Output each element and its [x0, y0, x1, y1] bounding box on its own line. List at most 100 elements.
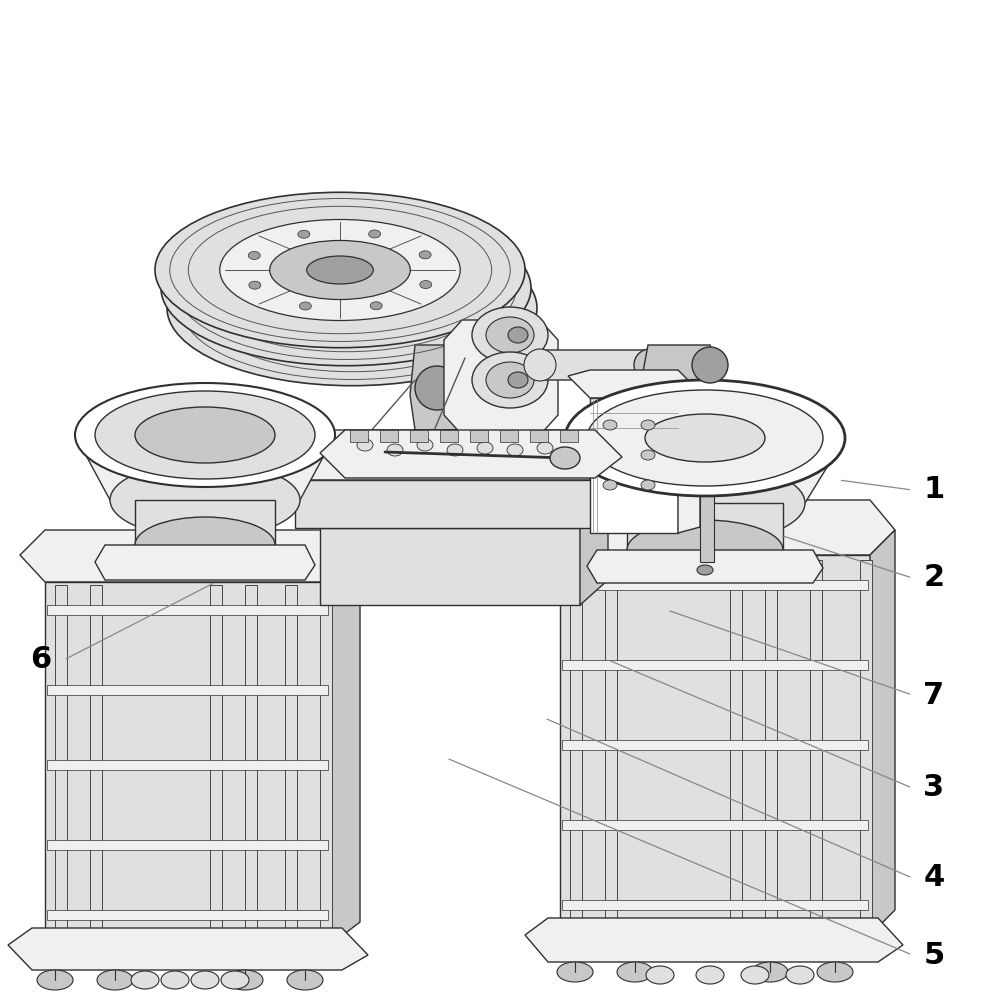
Ellipse shape — [645, 414, 765, 462]
Ellipse shape — [405, 446, 415, 454]
Ellipse shape — [287, 970, 323, 990]
Polygon shape — [535, 350, 655, 380]
Bar — [810, 560, 822, 925]
Bar — [700, 392, 714, 562]
Bar — [285, 585, 297, 935]
Polygon shape — [75, 435, 335, 500]
Ellipse shape — [226, 237, 466, 339]
Polygon shape — [590, 398, 678, 533]
Ellipse shape — [310, 268, 322, 276]
Polygon shape — [580, 503, 608, 605]
Polygon shape — [580, 525, 640, 560]
Ellipse shape — [415, 366, 459, 410]
Polygon shape — [294, 475, 608, 528]
Ellipse shape — [627, 520, 783, 580]
Ellipse shape — [311, 340, 324, 348]
Polygon shape — [558, 475, 665, 525]
Ellipse shape — [634, 349, 666, 381]
Bar — [605, 560, 617, 925]
Ellipse shape — [191, 971, 219, 989]
Ellipse shape — [248, 251, 260, 259]
Ellipse shape — [486, 362, 534, 398]
Ellipse shape — [254, 269, 266, 277]
Ellipse shape — [508, 372, 528, 388]
Ellipse shape — [697, 565, 713, 575]
Bar — [470, 430, 488, 442]
Ellipse shape — [249, 281, 261, 289]
Polygon shape — [678, 392, 700, 533]
Ellipse shape — [425, 269, 438, 277]
Ellipse shape — [335, 441, 345, 449]
Ellipse shape — [75, 383, 335, 487]
Text: 6: 6 — [30, 646, 52, 674]
Text: 1: 1 — [923, 476, 945, 504]
Polygon shape — [525, 918, 903, 962]
Polygon shape — [47, 685, 328, 695]
Polygon shape — [330, 558, 360, 945]
Ellipse shape — [786, 966, 814, 984]
Polygon shape — [47, 840, 328, 850]
Ellipse shape — [641, 480, 655, 490]
Ellipse shape — [355, 451, 365, 459]
Ellipse shape — [641, 420, 655, 430]
Polygon shape — [562, 740, 868, 750]
Ellipse shape — [641, 450, 655, 460]
Ellipse shape — [260, 289, 273, 297]
Ellipse shape — [298, 230, 310, 238]
Ellipse shape — [383, 340, 394, 348]
Ellipse shape — [155, 192, 525, 348]
Polygon shape — [870, 530, 895, 935]
Ellipse shape — [135, 517, 275, 573]
Ellipse shape — [587, 390, 823, 486]
Ellipse shape — [387, 444, 403, 456]
Ellipse shape — [472, 307, 548, 363]
Ellipse shape — [167, 230, 537, 386]
Ellipse shape — [472, 352, 548, 408]
Ellipse shape — [692, 347, 728, 383]
Ellipse shape — [419, 251, 431, 259]
Polygon shape — [45, 582, 330, 945]
Ellipse shape — [817, 962, 853, 982]
Ellipse shape — [161, 971, 189, 989]
Ellipse shape — [375, 441, 385, 449]
Ellipse shape — [307, 256, 374, 284]
Ellipse shape — [381, 268, 392, 276]
Ellipse shape — [507, 444, 523, 456]
Polygon shape — [562, 900, 868, 910]
Bar — [530, 430, 548, 442]
Polygon shape — [95, 545, 315, 580]
Ellipse shape — [465, 451, 475, 459]
Ellipse shape — [135, 407, 275, 463]
Ellipse shape — [417, 439, 433, 451]
Ellipse shape — [550, 447, 580, 469]
Ellipse shape — [313, 274, 380, 302]
Bar — [245, 585, 257, 935]
Ellipse shape — [255, 299, 267, 307]
Ellipse shape — [305, 320, 317, 328]
Polygon shape — [535, 500, 895, 555]
Ellipse shape — [304, 248, 316, 256]
Polygon shape — [562, 580, 868, 590]
Ellipse shape — [37, 970, 73, 990]
Ellipse shape — [131, 971, 159, 989]
Bar — [90, 585, 102, 935]
Text: 3: 3 — [923, 774, 945, 802]
Ellipse shape — [227, 970, 263, 990]
Ellipse shape — [426, 299, 438, 307]
Ellipse shape — [486, 317, 534, 353]
Ellipse shape — [646, 966, 674, 984]
Ellipse shape — [447, 444, 463, 456]
Ellipse shape — [495, 444, 505, 452]
Ellipse shape — [603, 450, 617, 460]
Ellipse shape — [161, 210, 531, 366]
Ellipse shape — [432, 319, 443, 327]
Bar — [860, 560, 872, 925]
Polygon shape — [444, 320, 558, 435]
Ellipse shape — [524, 349, 556, 381]
Bar — [55, 585, 67, 935]
Polygon shape — [47, 605, 328, 615]
Ellipse shape — [431, 289, 443, 297]
Ellipse shape — [232, 257, 472, 359]
Bar — [380, 430, 398, 442]
Bar — [730, 560, 742, 925]
